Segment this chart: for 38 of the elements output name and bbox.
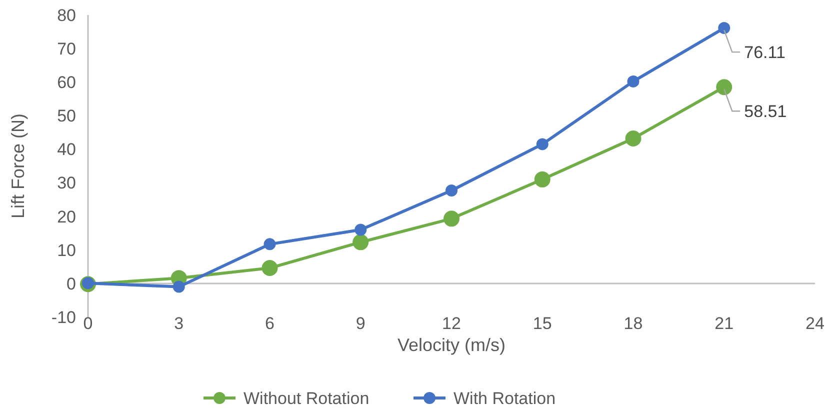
point bbox=[354, 224, 367, 236]
x-tick-label: 9 bbox=[356, 314, 366, 333]
legend-label: Without Rotation bbox=[244, 388, 370, 408]
point bbox=[718, 22, 730, 34]
point bbox=[534, 171, 550, 188]
legend-label: With Rotation bbox=[454, 388, 556, 408]
y-tick-label: 80 bbox=[57, 6, 76, 25]
point bbox=[536, 138, 548, 150]
point bbox=[446, 184, 458, 196]
point bbox=[262, 260, 278, 276]
x-tick-label: 15 bbox=[532, 314, 552, 333]
x-tick-label: 24 bbox=[806, 314, 824, 333]
x-tick-label: 21 bbox=[714, 314, 734, 333]
x-axis-title: Velocity (m/s) bbox=[397, 335, 506, 355]
y-tick-label: 30 bbox=[57, 174, 76, 193]
point bbox=[352, 234, 369, 250]
point bbox=[444, 210, 460, 227]
y-tick-label: 0 bbox=[66, 274, 76, 294]
data-label: 76.11 bbox=[744, 43, 786, 62]
y-axis-title: Lift Force (N) bbox=[8, 113, 28, 219]
point bbox=[172, 280, 185, 293]
point bbox=[264, 238, 276, 250]
y-tick-label: 70 bbox=[57, 40, 76, 59]
x-tick-label: 0 bbox=[83, 314, 93, 333]
y-tick-label: 40 bbox=[57, 140, 76, 160]
point bbox=[716, 79, 732, 96]
point bbox=[627, 75, 640, 88]
y-tick-label: 20 bbox=[57, 207, 76, 226]
y-tick-label: -10 bbox=[51, 308, 76, 327]
point bbox=[625, 130, 642, 146]
x-tick-label: 12 bbox=[442, 314, 461, 333]
x-tick-label: 6 bbox=[265, 314, 274, 333]
x-tick-label: 3 bbox=[174, 314, 184, 333]
y-tick-label: 10 bbox=[57, 240, 76, 260]
y-tick-label: 60 bbox=[57, 73, 76, 92]
x-tick-label: 18 bbox=[624, 314, 643, 333]
y-tick-label: 50 bbox=[57, 106, 76, 126]
data-label: 58.51 bbox=[744, 102, 787, 122]
